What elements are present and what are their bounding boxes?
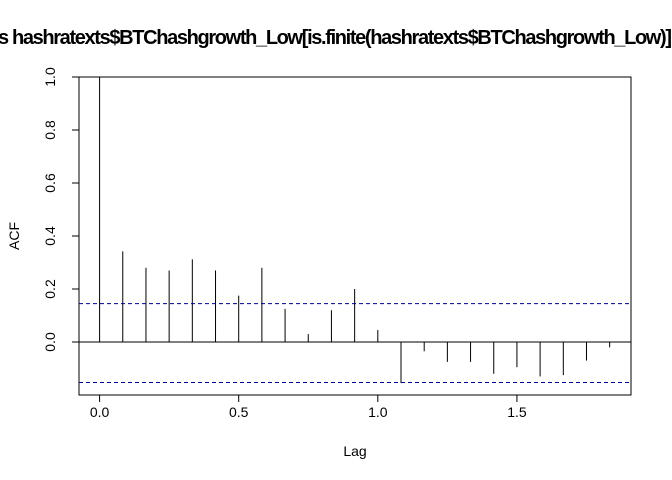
y-axis: 0.0 0.2 0.4 0.6 0.8 1.0 xyxy=(42,67,80,352)
acf-spikes xyxy=(99,77,611,384)
plot-frame xyxy=(78,76,632,396)
x-tick-label: 1.0 xyxy=(368,404,388,420)
chart-title: s hashratexts$BTChashgrowth_Low[is.finit… xyxy=(0,27,672,49)
y-axis-label: ACF xyxy=(6,222,22,250)
x-tick-label: 0.0 xyxy=(90,404,110,420)
y-tick-label: 0.0 xyxy=(42,332,58,352)
y-tick-label: 0.2 xyxy=(42,279,58,299)
x-tick-label: 1.5 xyxy=(507,404,527,420)
x-tick-label: 0.5 xyxy=(229,404,249,420)
y-tick-label: 0.6 xyxy=(42,173,58,193)
x-axis: 0.0 0.5 1.0 1.5 xyxy=(90,394,527,420)
y-tick-label: 0.4 xyxy=(42,226,58,246)
y-tick-label: 1.0 xyxy=(42,67,58,87)
y-tick-label: 0.8 xyxy=(42,120,58,140)
x-axis-label: Lag xyxy=(343,443,366,459)
